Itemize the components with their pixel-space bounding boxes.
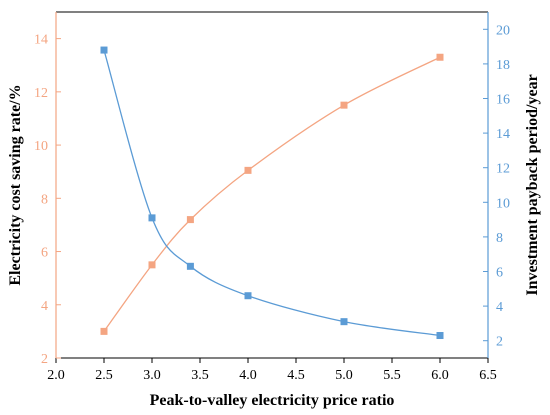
x-axis-title: Peak-to-valley electricity price ratio [150,392,395,409]
payback-period-point [186,262,194,270]
payback-period-point [148,214,156,222]
left-y-tick-label: 14 [34,33,48,48]
x-tick-label: 2.0 [47,368,65,383]
right-y-tick-label: 2 [496,335,503,350]
left-y-axis-title: Electricity cost saving rate/% [7,84,24,285]
saving-rate-point [100,327,108,335]
saving-rate-line [103,56,441,332]
x-tick-label: 5.0 [335,368,353,383]
right-y-tick-label: 14 [496,127,510,142]
right-y-tick-label: 10 [496,196,510,211]
left-y-tick-label: 4 [41,299,48,314]
left-y-tick-label: 8 [41,192,48,207]
left-y-tick-label: 12 [34,86,48,101]
right-y-tick-label: 18 [496,58,510,73]
x-tick-label: 4.5 [287,368,305,383]
left-y-tick-label: 6 [41,246,48,261]
right-y-tick-label: 8 [496,231,503,246]
saving-rate-point [436,53,444,61]
x-tick-label: 6.0 [431,368,449,383]
saving-rate-point [186,216,194,224]
saving-rate-point [244,166,252,174]
x-tick-label: 5.5 [383,368,401,383]
payback-period-point [100,46,108,54]
x-tick-label: 6.5 [479,368,497,383]
left-y-tick-label: 10 [34,139,48,154]
right-y-tick-label: 12 [496,162,510,177]
axes: 2.0 2.5 3.0 3.5 4.0 4.5 5.0 5.5 6.0 6.5 2 4 6 8 10 12 14… [34,11,510,383]
x-tick-label: 2.5 [95,368,113,383]
x-tick-label: 3.5 [191,368,209,383]
x-tick-label: 4.0 [239,368,257,383]
payback-period-line [103,49,441,337]
right-y-tick-label: 20 [496,23,510,38]
right-y-tick-label: 6 [496,266,503,281]
saving-rate-point [148,261,156,269]
series-layer [100,46,444,340]
payback-period-point [436,332,444,340]
right-y-axis-title: Investment payback period/year [524,74,541,295]
payback-period-point [340,318,348,326]
left-y-tick-label: 2 [41,352,48,367]
right-y-tick-label: 4 [496,300,503,315]
right-y-tick-label: 16 [496,93,510,108]
payback-period-point [244,292,252,300]
x-tick-label: 3.0 [143,368,161,383]
saving-rate-point [340,101,348,109]
